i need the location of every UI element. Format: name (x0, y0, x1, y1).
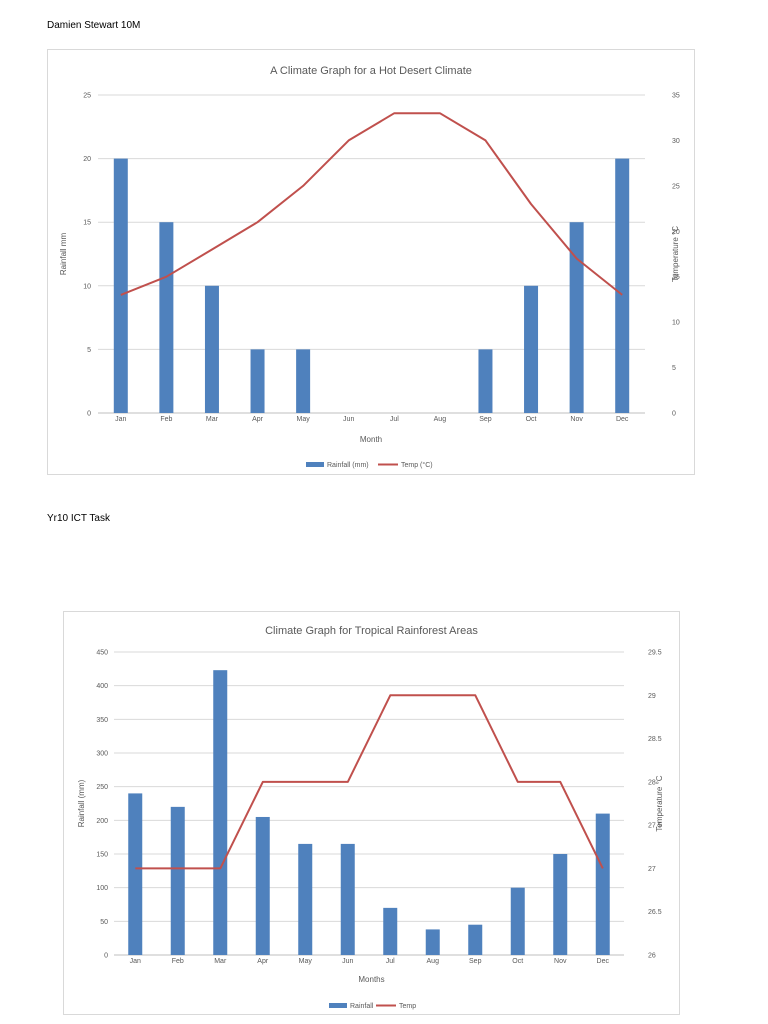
x-tick-label: Aug (434, 416, 447, 423)
rainfall-bar (615, 158, 630, 413)
x-tick-label: Sep (469, 958, 482, 965)
x-tick-label: Feb (160, 416, 172, 423)
legend-rainfall-label: Rainfall (350, 1003, 374, 1010)
x-tick-label: Jun (342, 958, 353, 965)
y-tick-label: 0 (87, 411, 91, 418)
author-line: Damien Stewart 10M (47, 20, 141, 31)
y2-tick-label: 27 (648, 866, 656, 873)
rainfall-bar (113, 158, 128, 413)
y2-tick-label: 5 (672, 365, 676, 372)
rainfall-bar (569, 222, 584, 413)
x-tick-label: May (297, 416, 311, 423)
task-line: Yr10 ICT Task (47, 513, 110, 524)
desert-climate-chart-svg: A Climate Graph for a Hot Desert Climate… (59, 65, 680, 469)
x-tick-label: May (299, 958, 313, 965)
y-tick-label: 5 (87, 347, 91, 354)
y-tick-label: 20 (83, 156, 91, 163)
x-tick-label: Aug (427, 958, 440, 965)
y2-axis-title: Temperature °C (671, 226, 680, 282)
y-axis-title: Rainfall mm (59, 233, 68, 276)
x-tick-label: Feb (172, 958, 184, 965)
y2-tick-label: 25 (672, 183, 680, 190)
y2-tick-label: 26.5 (648, 909, 662, 916)
rainfall-bar (468, 924, 483, 955)
y2-tick-label: 26 (648, 953, 656, 960)
y2-tick-label: 29.5 (648, 650, 662, 657)
y-tick-label: 25 (83, 93, 91, 100)
legend-rainfall-swatch (329, 1003, 347, 1008)
chart-title: A Climate Graph for a Hot Desert Climate (270, 65, 472, 77)
rainfall-bar (296, 349, 311, 413)
rainfall-bar (213, 670, 228, 955)
desert-climate-chart: A Climate Graph for a Hot Desert Climate… (47, 49, 695, 475)
legend-temp-label: Temp (°C) (401, 461, 433, 469)
y-tick-label: 10 (83, 283, 91, 290)
x-tick-label: Nov (554, 958, 567, 965)
rainfall-bar (170, 806, 185, 955)
x-tick-label: Jul (390, 416, 399, 423)
y-tick-label: 350 (96, 717, 108, 724)
rainfall-bar (553, 854, 568, 955)
rainforest-climate-chart-svg: Climate Graph for Tropical Rainforest Ar… (77, 625, 664, 1010)
y-tick-label: 450 (96, 650, 108, 657)
rainfall-bar (204, 285, 219, 413)
rainfall-bar (128, 793, 143, 955)
rainfall-bar (255, 816, 270, 955)
y2-tick-label: 20 (672, 229, 680, 236)
y-tick-label: 200 (96, 818, 108, 825)
y2-tick-label: 30 (672, 138, 680, 145)
y2-tick-label: 28.5 (648, 736, 662, 743)
x-tick-label: Nov (570, 416, 583, 423)
rainfall-bar (478, 349, 493, 413)
x-tick-label: Oct (526, 416, 537, 423)
x-tick-label: Sep (479, 416, 492, 423)
y-tick-label: 100 (96, 885, 108, 892)
y2-tick-label: 35 (672, 93, 680, 100)
x-tick-label: Jan (115, 416, 126, 423)
rainfall-bar (298, 843, 313, 955)
rainfall-bar (425, 929, 440, 955)
y-tick-label: 50 (100, 919, 108, 926)
rainfall-bar (524, 285, 539, 413)
rainfall-bar (250, 349, 265, 413)
x-tick-label: Dec (616, 416, 629, 423)
x-tick-label: Apr (252, 416, 264, 423)
x-axis-title: Months (358, 975, 384, 984)
rainfall-bar (159, 222, 174, 413)
y2-tick-label: 10 (672, 320, 680, 327)
y-tick-label: 400 (96, 683, 108, 690)
x-tick-label: Jun (343, 416, 354, 423)
y-tick-label: 15 (83, 220, 91, 227)
chart-title: Climate Graph for Tropical Rainforest Ar… (265, 625, 478, 637)
x-tick-label: Dec (597, 958, 610, 965)
rainfall-bar (340, 843, 355, 955)
x-tick-label: Jul (386, 958, 395, 965)
y-tick-label: 250 (96, 784, 108, 791)
rainforest-climate-chart: Climate Graph for Tropical Rainforest Ar… (63, 611, 680, 1015)
y-axis-title: Rainfall (mm) (77, 779, 86, 827)
legend-temp-label: Temp (399, 1003, 416, 1010)
y2-tick-label: 29 (648, 693, 656, 700)
legend-rainfall-label: Rainfall (mm) (327, 462, 369, 469)
rainfall-bar (595, 813, 610, 955)
y2-tick-label: 28 (648, 779, 656, 786)
x-axis-title: Month (360, 435, 382, 444)
y2-tick-label: 15 (672, 274, 680, 281)
x-tick-label: Apr (257, 958, 269, 965)
y-tick-label: 150 (96, 852, 108, 859)
temperature-line (120, 112, 623, 296)
y-tick-label: 0 (104, 953, 108, 960)
rainfall-bar (383, 907, 398, 955)
x-tick-label: Oct (512, 958, 523, 965)
y2-tick-label: 27.5 (648, 823, 662, 830)
x-tick-label: Mar (206, 416, 219, 423)
y2-tick-label: 0 (672, 411, 676, 418)
y-tick-label: 300 (96, 751, 108, 758)
temperature-line (135, 694, 604, 870)
rainfall-bar (510, 887, 525, 955)
y2-axis-title: Temperature °C (655, 775, 664, 831)
x-tick-label: Mar (214, 958, 227, 965)
x-tick-label: Jan (130, 958, 141, 965)
legend-rainfall-swatch (306, 462, 324, 467)
